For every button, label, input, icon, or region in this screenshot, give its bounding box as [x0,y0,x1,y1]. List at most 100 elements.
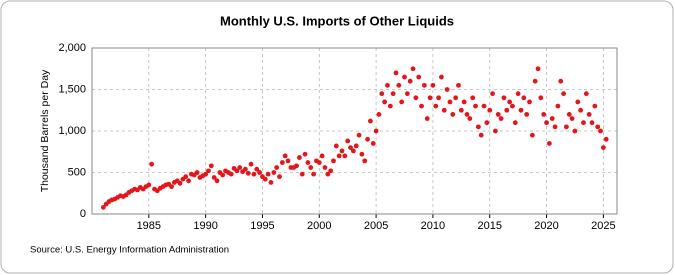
point [390,91,396,97]
point [490,91,495,97]
point [382,99,388,105]
point [475,124,481,130]
point [262,176,268,182]
point [100,204,106,210]
point [296,155,302,160]
point [569,116,575,121]
point [353,143,359,149]
point [467,116,473,121]
point [316,160,322,165]
point [294,163,299,169]
point [328,168,334,174]
point [427,95,433,101]
point [410,66,416,72]
point [470,95,476,101]
point [439,74,444,80]
point [583,91,589,97]
point [183,174,189,180]
point [311,171,316,177]
point [581,120,586,126]
point [558,78,564,84]
point [487,107,493,113]
point [251,171,257,177]
point [589,120,595,126]
point [257,170,263,175]
point [370,141,376,146]
point [575,99,581,105]
point [402,74,407,80]
plot-area [91,47,618,215]
source: Source: U.S. Energy Information Administ… [30,245,229,256]
point [598,128,603,134]
point [268,180,274,185]
point [546,141,552,146]
point [356,132,362,138]
point [359,151,365,157]
point [407,78,413,84]
point [214,178,220,184]
point [285,158,291,164]
point [271,170,277,175]
point [404,91,410,97]
point [345,138,351,144]
point [186,178,191,184]
point [206,168,211,174]
point [203,171,209,177]
point [211,175,217,180]
point [507,99,513,105]
point [348,145,353,151]
point [149,161,155,167]
point [146,182,152,188]
x-tick-label: 1985 [137,220,161,232]
point [561,91,566,97]
point [169,184,174,190]
y-tick-label: 1,500 [58,83,86,95]
point [450,112,456,117]
point [421,82,427,88]
point [279,160,285,165]
point [248,161,254,167]
point [342,153,348,159]
point [254,166,260,172]
point [535,66,541,72]
point [331,158,336,164]
point [433,103,439,109]
point [208,163,214,169]
y-tick-label: 2,000 [58,42,86,54]
point [532,78,538,84]
point [413,95,419,101]
point [362,158,368,164]
point [493,128,498,134]
y-tick-label: 1,000 [58,125,86,137]
y-axis-label: Thousand Barrels per Day [39,69,51,192]
point [592,103,598,109]
y-tick-label: 0 [80,208,86,220]
chart-title: Monthly U.S. Imports of Other Liquids [220,13,454,28]
point [473,103,478,109]
point [274,165,280,170]
point [308,165,314,170]
point [549,116,555,121]
point [441,107,447,113]
point [177,180,183,186]
point [456,82,461,88]
point [572,128,578,134]
point [243,166,248,172]
x-tick-label: 1990 [193,220,217,232]
point [501,95,507,101]
x-tick-label: 2010 [421,220,445,232]
point [444,87,450,92]
point [541,112,547,117]
point [220,172,226,178]
point [393,70,399,76]
point [524,112,530,117]
point [481,103,487,109]
point [484,120,490,126]
point [379,91,385,97]
point [510,103,515,109]
point [387,103,393,109]
point [385,82,390,88]
x-tick-label: 2020 [534,220,558,232]
point [527,99,532,105]
